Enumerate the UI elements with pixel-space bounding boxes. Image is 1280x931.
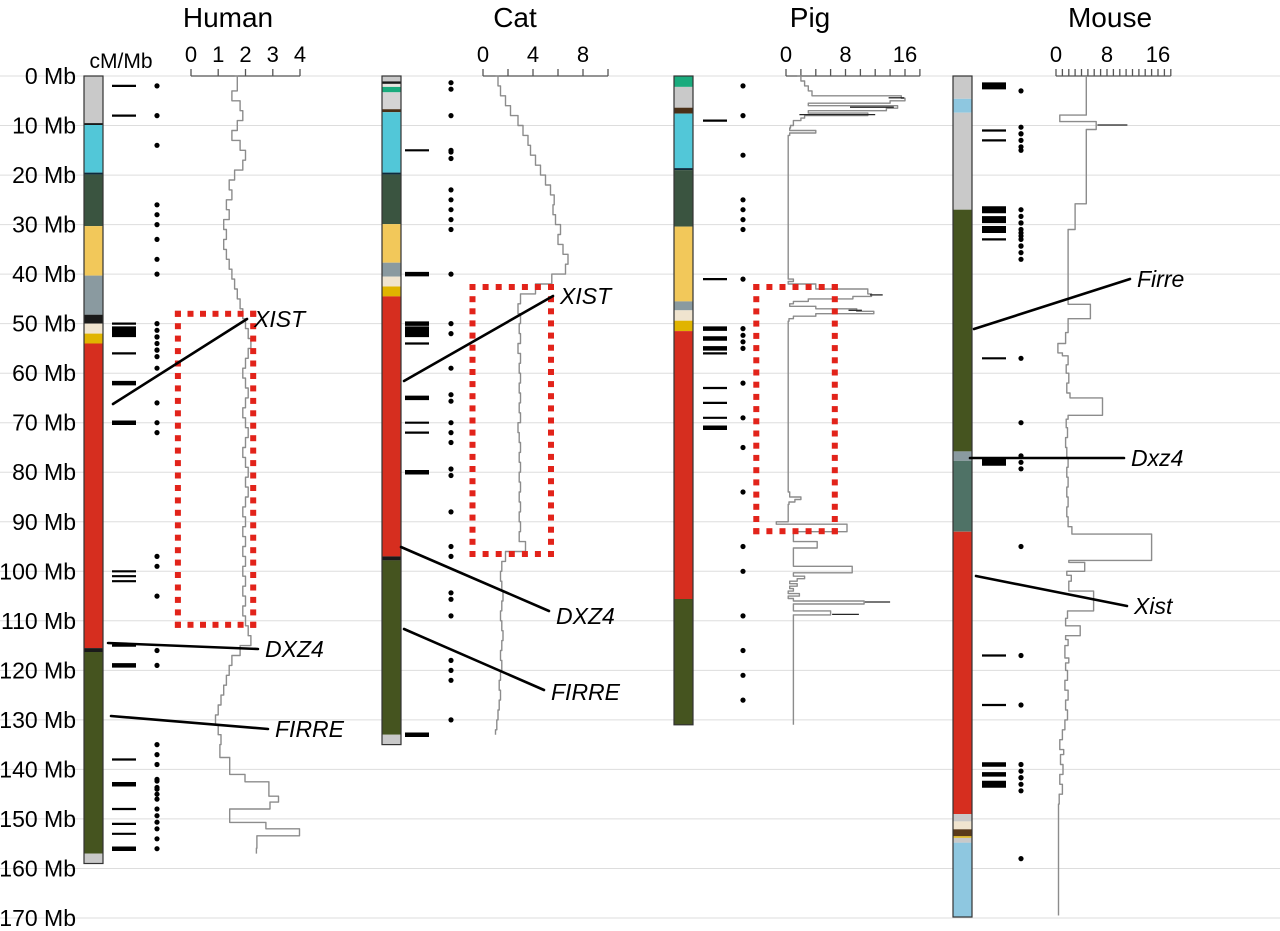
svg-text:50 Mb: 50 Mb (12, 311, 76, 337)
svg-text:1: 1 (212, 42, 224, 67)
svg-text:8: 8 (839, 42, 851, 67)
svg-text:10 Mb: 10 Mb (12, 113, 76, 139)
svg-text:0: 0 (1050, 42, 1062, 67)
svg-text:0: 0 (780, 42, 792, 67)
svg-text:70 Mb: 70 Mb (12, 410, 76, 436)
svg-text:40 Mb: 40 Mb (12, 261, 76, 287)
svg-text:150 Mb: 150 Mb (0, 806, 76, 832)
svg-text:Dxz4: Dxz4 (1131, 445, 1183, 471)
svg-text:0: 0 (185, 42, 197, 67)
svg-text:16: 16 (1146, 42, 1170, 67)
svg-text:170 Mb: 170 Mb (0, 905, 76, 931)
svg-text:8: 8 (577, 42, 589, 67)
svg-text:90 Mb: 90 Mb (12, 509, 76, 535)
svg-text:60 Mb: 60 Mb (12, 360, 76, 386)
svg-text:cM/Mb: cM/Mb (90, 50, 153, 73)
svg-text:30 Mb: 30 Mb (12, 212, 76, 238)
svg-text:110 Mb: 110 Mb (1, 608, 76, 634)
svg-text:FIRRE: FIRRE (275, 716, 345, 742)
svg-text:160 Mb: 160 Mb (0, 856, 76, 882)
svg-text:4: 4 (527, 42, 539, 67)
svg-text:4: 4 (294, 42, 306, 67)
svg-text:XIST: XIST (253, 306, 307, 332)
svg-text:120 Mb: 120 Mb (0, 657, 76, 683)
svg-text:Human: Human (183, 2, 273, 33)
svg-text:130 Mb: 130 Mb (0, 707, 76, 733)
svg-text:XIST: XIST (559, 283, 613, 309)
svg-text:8: 8 (1101, 42, 1113, 67)
svg-text:3: 3 (267, 42, 279, 67)
svg-text:16: 16 (893, 42, 917, 67)
svg-text:Pig: Pig (790, 2, 830, 33)
svg-text:20 Mb: 20 Mb (12, 162, 76, 188)
svg-text:Mouse: Mouse (1068, 2, 1152, 33)
svg-text:0 Mb: 0 Mb (25, 63, 76, 89)
svg-text:140 Mb: 140 Mb (0, 756, 76, 782)
svg-text:0: 0 (477, 42, 489, 67)
svg-text:DXZ4: DXZ4 (556, 603, 615, 629)
svg-text:Firre: Firre (1137, 266, 1184, 292)
svg-text:80 Mb: 80 Mb (12, 459, 76, 485)
svg-text:Cat: Cat (493, 2, 537, 33)
svg-text:DXZ4: DXZ4 (265, 636, 324, 662)
svg-text:Xist: Xist (1133, 593, 1174, 619)
svg-text:FIRRE: FIRRE (551, 679, 621, 705)
svg-text:100 Mb: 100 Mb (0, 558, 76, 584)
svg-text:2: 2 (239, 42, 251, 67)
